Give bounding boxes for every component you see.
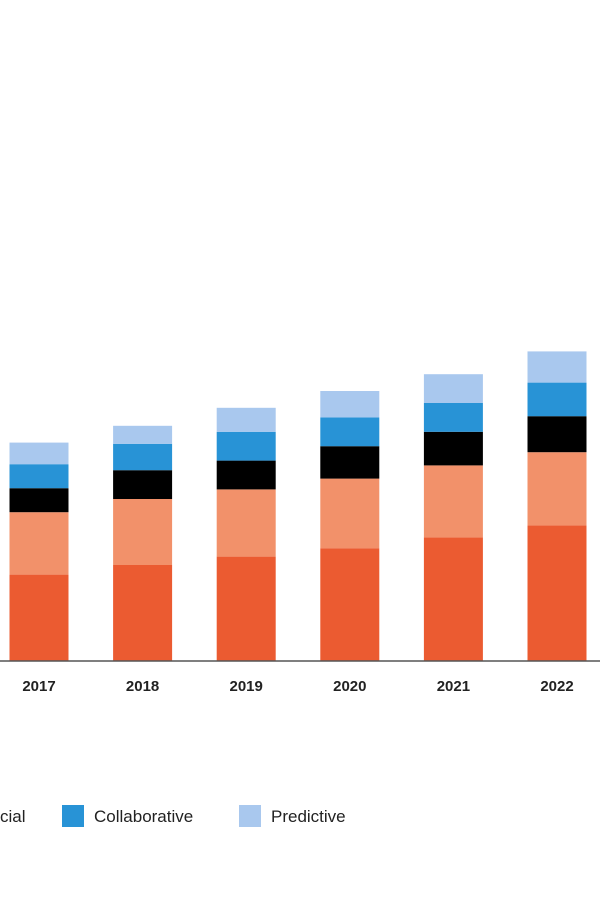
- bar-segment-2018-s3: [113, 443, 173, 471]
- bar-segment-2020-s4: [320, 391, 380, 418]
- bar-segment-2022-s0: [527, 525, 587, 661]
- bar-segment-2019-s2: [216, 460, 276, 490]
- legend-label-1: Collaborative: [94, 807, 193, 826]
- bar-segment-2018-s2: [113, 470, 173, 499]
- x-tick-label-2019: 2019: [230, 678, 263, 695]
- x-tick-labels: 2017 2018 2019 2020 2021 2022: [22, 678, 573, 695]
- x-tick-label-2018: 2018: [126, 678, 159, 695]
- bar-segment-2021-s0: [423, 537, 483, 661]
- x-tick-label-2022: 2022: [540, 678, 573, 695]
- bar-segment-2022-s4: [527, 351, 587, 383]
- legend: cial Collaborative Predictive: [0, 805, 346, 827]
- x-tick-label-2021: 2021: [437, 678, 470, 695]
- bar-segment-2022-s1: [527, 452, 587, 526]
- bar-segment-2019-s0: [216, 556, 276, 661]
- bar-segment-2017-s2: [9, 488, 69, 513]
- bar-segment-2018-s4: [113, 425, 173, 444]
- bar-segment-2018-s1: [113, 499, 173, 565]
- legend-label-0: cial: [0, 807, 26, 826]
- bar-segment-2019-s4: [216, 407, 276, 432]
- bar-segment-2017-s1: [9, 512, 69, 575]
- bar-segment-2020-s0: [320, 548, 380, 661]
- bar-segment-2019-s1: [216, 489, 276, 557]
- bar-segment-2020-s1: [320, 478, 380, 549]
- bar-segment-2020-s3: [320, 417, 380, 447]
- legend-swatch-1: [62, 805, 84, 827]
- bar-segment-2021-s1: [423, 465, 483, 538]
- legend-swatch-2: [239, 805, 261, 827]
- x-tick-label-2020: 2020: [333, 678, 366, 695]
- bar-segment-2017-s3: [9, 464, 69, 489]
- bar-segment-2022-s3: [527, 382, 587, 417]
- bar-segment-2017-s0: [9, 574, 69, 661]
- bar-segment-2021-s4: [423, 374, 483, 403]
- bar-segment-2021-s2: [423, 431, 483, 466]
- bar-segment-2017-s4: [9, 442, 69, 465]
- bar-segment-2019-s3: [216, 431, 276, 461]
- bar-segment-2018-s0: [113, 565, 173, 661]
- bars-layer: [9, 351, 587, 661]
- x-tick-label-2017: 2017: [22, 678, 55, 695]
- bar-segment-2021-s3: [423, 403, 483, 432]
- legend-label-2: Predictive: [271, 807, 346, 826]
- bar-segment-2020-s2: [320, 446, 380, 479]
- bar-segment-2022-s2: [527, 416, 587, 453]
